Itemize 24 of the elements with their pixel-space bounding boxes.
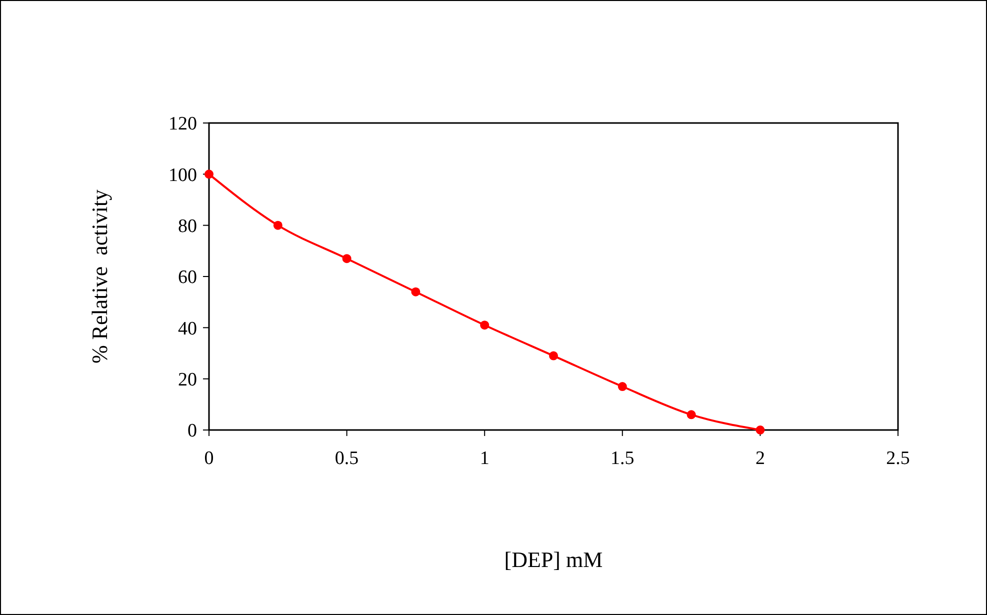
point <box>549 351 558 360</box>
x-axis-title: [DEP] mM <box>504 547 603 572</box>
x-tick-label: 2.5 <box>886 448 910 469</box>
y-tick-label: 20 <box>178 369 197 390</box>
x-tick-label: 0 <box>204 448 214 469</box>
x-tick-label: 0.5 <box>334 448 359 469</box>
x-tick-label: 1 <box>480 448 490 469</box>
y-tick-label: 100 <box>168 164 197 186</box>
point <box>618 382 627 392</box>
point <box>686 410 696 420</box>
y-tick-label: 120 <box>168 114 197 135</box>
y-axis-title: % Relative activity <box>87 189 112 364</box>
point <box>204 170 214 179</box>
x-tick-label: 2 <box>755 448 765 469</box>
point <box>480 320 490 330</box>
point <box>342 254 352 264</box>
y-tick-label: 60 <box>178 267 197 288</box>
point <box>756 426 765 434</box>
x-tick-label: 1.5 <box>610 448 634 469</box>
y-tick-label: 40 <box>178 318 197 340</box>
y-tick-label: 80 <box>178 216 197 237</box>
point <box>411 287 420 296</box>
y-tick-label: 0 <box>188 420 197 442</box>
point <box>273 220 282 230</box>
